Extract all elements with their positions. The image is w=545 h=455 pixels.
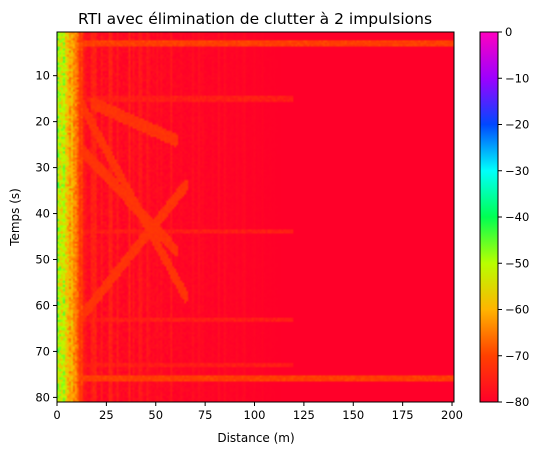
y-tick-label: 20 — [35, 115, 50, 129]
plot-frame — [56, 31, 455, 403]
x-axis-label: Distance (m) — [217, 431, 294, 445]
x-tick-label: 125 — [293, 408, 315, 422]
y-tick-label: 40 — [35, 207, 50, 221]
x-tick-label: 75 — [198, 408, 213, 422]
colorbar-tick-label: 0 — [505, 25, 512, 39]
colorbar-tick-label: −20 — [505, 118, 529, 132]
x-tick-label: 0 — [53, 408, 60, 422]
x-tick-label: 100 — [244, 408, 266, 422]
colorbar-tick-label: −40 — [505, 210, 529, 224]
x-tick-label: 200 — [441, 408, 463, 422]
y-tick-label: 10 — [35, 69, 50, 83]
colorbar — [479, 31, 499, 403]
chart-title: RTI avec élimination de clutter à 2 impu… — [78, 10, 432, 28]
y-tick-label: 50 — [35, 253, 50, 267]
colorbar-tick-label: −50 — [505, 256, 529, 270]
x-axis: 0 25 50 75 100 125 150 175 200 — [53, 402, 463, 422]
x-tick-label: 175 — [392, 408, 414, 422]
colorbar-tick-label: −70 — [505, 349, 529, 363]
y-tick-label: 80 — [35, 390, 50, 404]
colorbar-tick-label: −30 — [505, 164, 529, 178]
y-tick-label: 70 — [35, 344, 50, 358]
x-tick-label: 25 — [99, 408, 114, 422]
colorbar-tick-label: −60 — [505, 303, 529, 317]
heatmap-image — [57, 32, 454, 402]
y-axis: 10 20 30 40 50 60 70 80 — [35, 69, 57, 404]
colorbar-tick-label: −80 — [505, 395, 529, 409]
colorbar-tick-label: −10 — [505, 71, 529, 85]
y-tick-label: 30 — [35, 161, 50, 175]
x-tick-label: 50 — [148, 408, 163, 422]
x-tick-label: 150 — [342, 408, 364, 422]
heatmap — [57, 32, 454, 402]
y-axis-label: Temps (s) — [8, 188, 22, 247]
colorbar-axis: 0 −10 −20 −30 −40 −50 −60 −70 −80 — [498, 25, 529, 409]
y-tick-label: 60 — [35, 298, 50, 312]
